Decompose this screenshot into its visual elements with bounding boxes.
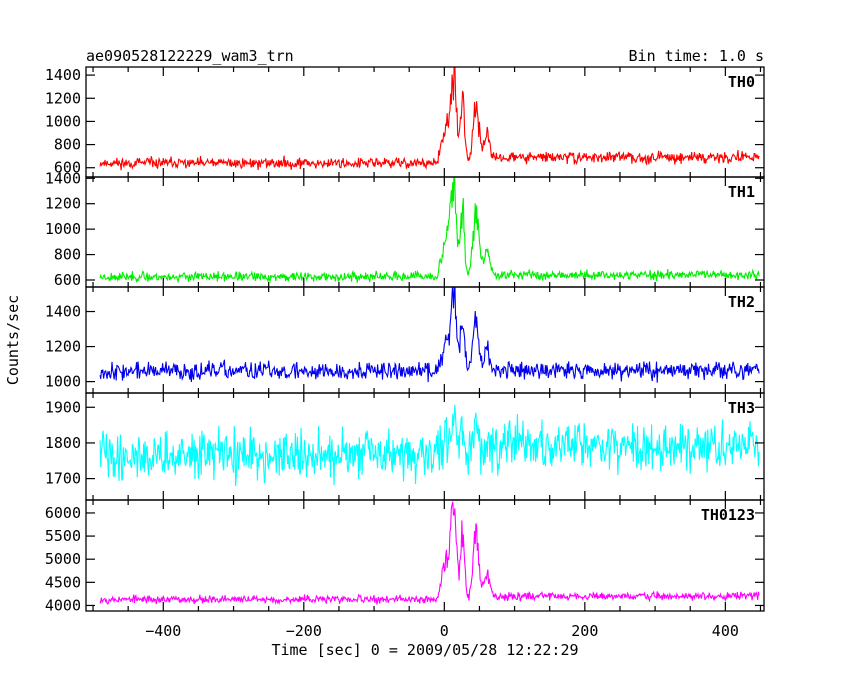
x-axis-label: Time [sec] 0 = 2009/05/28 12:22:29 bbox=[271, 641, 578, 659]
panel-frame-th2 bbox=[85, 286, 765, 394]
panel-frame-th0123 bbox=[85, 499, 765, 612]
panel-th1: 600 800 1000 1200 1400 TH1 bbox=[45, 169, 765, 289]
panel-frame-th1 bbox=[85, 176, 765, 288]
y-tick-label: 1800 bbox=[45, 434, 81, 452]
chart-title: ae090528122229_wam3_trn bbox=[86, 47, 294, 65]
series-line-th1 bbox=[99, 177, 760, 284]
y-tick-label: 1000 bbox=[45, 112, 81, 130]
y-tick-label: 1000 bbox=[45, 373, 81, 391]
panel-frame-th3 bbox=[85, 392, 765, 501]
y-tick-label: 600 bbox=[54, 159, 81, 177]
y-tick-label: 1200 bbox=[45, 338, 81, 356]
panel-th2: 1000 1200 1400 TH2 bbox=[45, 286, 765, 394]
panel-label: TH2 bbox=[728, 293, 755, 311]
x-tick-label: −200 bbox=[286, 622, 322, 640]
y-tick-label: 1400 bbox=[45, 303, 81, 321]
x-tick-label: −400 bbox=[145, 622, 181, 640]
series-line-th3 bbox=[99, 404, 760, 487]
series-line-th0123 bbox=[99, 501, 760, 605]
panel-th0: 600 800 1000 1200 1400 TH0 bbox=[45, 66, 765, 178]
x-tick-label: 200 bbox=[571, 622, 598, 640]
y-tick-label: 6000 bbox=[45, 504, 81, 522]
panel-th3: 1700 1800 1900 TH3 bbox=[45, 392, 765, 501]
x-tick-label: 400 bbox=[712, 622, 739, 640]
bin-time-label: Bin time: 1.0 s bbox=[629, 47, 764, 65]
y-tick-label: 1200 bbox=[45, 89, 81, 107]
series-line-th2 bbox=[99, 287, 760, 383]
y-tick-label: 4000 bbox=[45, 596, 81, 614]
series-line-th0 bbox=[99, 67, 760, 171]
y-tick-label: 1000 bbox=[45, 220, 81, 238]
y-tick-label: 4500 bbox=[45, 573, 81, 591]
y-tick-label: 800 bbox=[54, 246, 81, 264]
y-tick-label: 1700 bbox=[45, 470, 81, 488]
y-tick-label: 5000 bbox=[45, 550, 81, 568]
panel-label: TH0 bbox=[728, 73, 755, 91]
panel-label: TH1 bbox=[728, 183, 755, 201]
y-tick-label: 1900 bbox=[45, 398, 81, 416]
y-tick-label: 800 bbox=[54, 136, 81, 154]
panel-th0123: 4000 4500 5000 5500 6000 TH0123 bbox=[45, 499, 765, 614]
y-tick-label: 600 bbox=[54, 271, 81, 289]
panel-label: TH3 bbox=[728, 399, 755, 417]
y-axis-label: Counts/sec bbox=[4, 295, 22, 385]
y-tick-label: 1400 bbox=[45, 169, 81, 187]
y-tick-label: 1200 bbox=[45, 195, 81, 213]
y-tick-label: 1400 bbox=[45, 66, 81, 84]
panel-label: TH0123 bbox=[701, 506, 755, 524]
panels-group: 600 800 1000 1200 1400 TH0 600 800 1000 1200 1400 T… bbox=[45, 66, 765, 640]
y-tick-label: 5500 bbox=[45, 527, 81, 545]
x-tick-label: 0 bbox=[440, 622, 449, 640]
